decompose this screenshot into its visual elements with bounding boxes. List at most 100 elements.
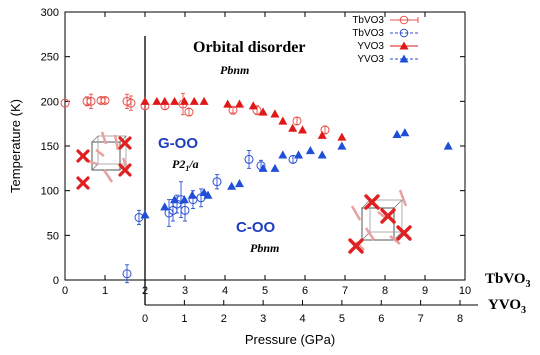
- top-x-tick-label-2: 2: [142, 285, 148, 297]
- data-point: [152, 96, 162, 105]
- data-point: [189, 96, 199, 105]
- data-point: [320, 125, 330, 135]
- legend: TbVO3 TbVO3 YVO3 YVO3: [352, 15, 419, 65]
- legend-label-3: YVO3: [357, 54, 384, 65]
- data-point: [227, 181, 237, 190]
- compound-label-bottom: YVO3: [488, 297, 526, 316]
- data-point: [258, 163, 268, 172]
- y-tick-label-5: 250: [41, 52, 59, 64]
- data-point: [270, 163, 280, 172]
- data-point: [126, 98, 136, 108]
- top-x-tick-label-9: 9: [422, 285, 428, 297]
- data-point: [278, 116, 288, 125]
- y-tick-label-0: 0: [53, 275, 59, 287]
- data-point: [317, 130, 327, 139]
- data-point: [288, 154, 298, 164]
- data-point: [170, 96, 180, 105]
- top-x-tick-label-0: 0: [62, 285, 68, 297]
- legend-marker-3: [399, 54, 409, 63]
- data-point: [203, 190, 213, 199]
- legend-label-2: YVO3: [357, 41, 384, 52]
- top-x-tick-label-4: 4: [222, 285, 228, 297]
- top-x-tick-label-8: 8: [382, 285, 388, 297]
- y-axis-title: Temperature (K): [8, 99, 23, 193]
- legend-marker-0: [399, 15, 409, 25]
- data-point: [235, 179, 244, 188]
- data-point: [184, 107, 194, 117]
- x-axis-title: Pressure (GPa): [245, 332, 335, 347]
- data-point: [187, 190, 197, 199]
- annotation-orbital-disorder: Orbital disorder: [193, 39, 305, 56]
- series-1: [122, 150, 298, 284]
- bottom-x-tick-label-5: 5: [339, 313, 345, 325]
- top-x-tick-label-1: 1: [102, 285, 108, 297]
- data-point: [252, 105, 262, 115]
- data-point: [305, 145, 315, 155]
- data-point: [122, 269, 132, 279]
- top-x-tick-label-10: 10: [459, 285, 471, 297]
- legend-marker-2: [399, 41, 409, 50]
- data-point: [228, 105, 238, 115]
- data-point: [337, 132, 347, 141]
- c-oo-orbital-cube-icon: [348, 189, 412, 254]
- bottom-x-tick-label-7: 7: [418, 313, 424, 325]
- data-point: [292, 116, 302, 126]
- annotation-pbnm-bottom: Pbnm: [250, 241, 279, 255]
- data-point: [100, 95, 110, 105]
- data-point: [270, 109, 280, 118]
- bottom-x-tick-label-8: 8: [457, 313, 463, 325]
- data-point: [180, 205, 190, 215]
- data-point: [160, 96, 170, 105]
- data-point: [294, 150, 304, 159]
- data-point: [337, 141, 347, 150]
- top-x-tick-label-7: 7: [342, 285, 348, 297]
- y-axis-ticks: 0 50 100 150 200 250 300: [41, 7, 465, 287]
- top-x-axis-ticks: 0 1 2 3 4 5 6 7 8 9 10: [62, 12, 471, 297]
- data-point: [199, 96, 209, 105]
- series-3: [140, 128, 453, 219]
- top-x-tick-label-3: 3: [182, 285, 188, 297]
- bottom-x-tick-label-0: 0: [142, 313, 148, 325]
- data-point: [235, 99, 244, 108]
- data-point: [288, 123, 298, 132]
- annotation-p21a: P21/a: [172, 157, 199, 173]
- data-point: [258, 107, 268, 116]
- top-x-tick-label-5: 5: [262, 285, 268, 297]
- legend-marker-1: [399, 28, 409, 38]
- data-point: [140, 210, 150, 219]
- data-point: [392, 129, 402, 138]
- data-point: [400, 128, 410, 137]
- top-x-tick-label-6: 6: [302, 285, 308, 297]
- legend-label-1: TbVO3: [352, 28, 384, 39]
- y-tick-label-3: 150: [41, 141, 59, 153]
- annotation-g-oo: G-OO: [158, 135, 198, 152]
- g-oo-orbital-cube-icon: [76, 131, 132, 190]
- data-point: [244, 154, 254, 164]
- bottom-x-tick-label-1: 1: [181, 313, 187, 325]
- data-point: [86, 96, 96, 106]
- y-tick-label-2: 100: [41, 186, 59, 198]
- data-point: [298, 125, 307, 134]
- data-point: [60, 98, 70, 108]
- annotation-c-oo: C-OO: [236, 219, 275, 236]
- data-point: [317, 150, 327, 159]
- y-tick-label-6: 300: [41, 7, 59, 19]
- y-tick-label-1: 50: [47, 230, 59, 242]
- data-point: [248, 101, 258, 110]
- bottom-x-axis-ticks: 0 1 2 3 4 5 6 7 8: [142, 300, 463, 325]
- data-point: [160, 202, 170, 211]
- data-point: [170, 195, 180, 204]
- data-point: [179, 195, 189, 204]
- bottom-x-tick-label-4: 4: [299, 313, 305, 325]
- bottom-x-tick-label-2: 2: [221, 313, 227, 325]
- legend-label-0: TbVO3: [352, 15, 384, 26]
- data-point: [223, 99, 233, 108]
- annotation-pbnm-top: Pbnm: [220, 63, 249, 77]
- series-2: [140, 96, 347, 141]
- bottom-x-tick-label-6: 6: [378, 313, 384, 325]
- data-point: [278, 150, 288, 159]
- bottom-x-tick-label-3: 3: [260, 313, 266, 325]
- compound-label-top: TbVO3: [485, 271, 531, 290]
- data-point: [140, 96, 150, 105]
